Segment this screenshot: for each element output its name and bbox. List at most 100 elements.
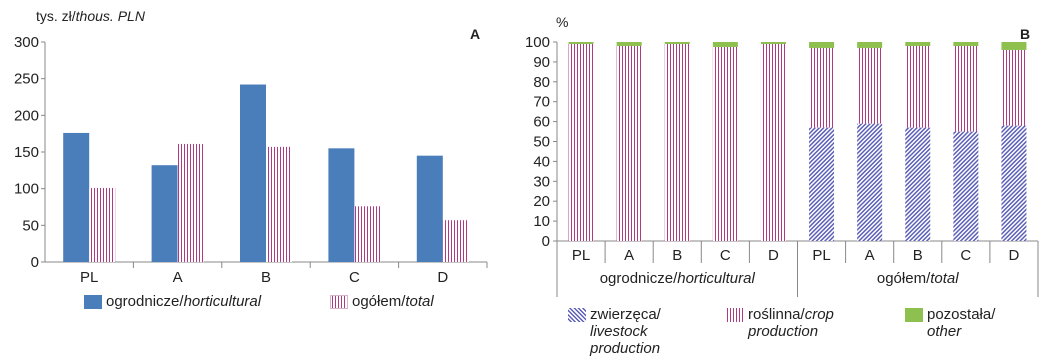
chart-a-y-tick-label: 300: [14, 34, 39, 51]
chart-b-bar-other: [664, 42, 690, 44]
chart-b-x-tick-label: B: [913, 247, 923, 264]
chart-b-legend-label-1-main: zwierzęca/: [590, 306, 661, 323]
chart-b-bar-crop: [568, 43, 594, 241]
chart-a-y-tick-label: 200: [14, 107, 39, 124]
chart-a-legend-swatch-1: [84, 295, 102, 309]
chart-b-bar-crop: [809, 47, 835, 128]
chart-b-x-tick-label: D: [768, 247, 779, 264]
chart-b-bar-crop: [1001, 49, 1027, 126]
chart-b-bar-other: [905, 42, 931, 46]
chart-b-bar-crop: [953, 45, 979, 132]
chart-a-legend-item-2: ogółem/total: [330, 293, 434, 310]
chart-a-bar-horticultural: [240, 84, 266, 263]
chart-a: 0 50 100 150 200 250 300 PL A B C D: [14, 34, 488, 286]
chart-b-bar-crop: [857, 47, 883, 124]
chart-b-y-tick-label: 60: [533, 114, 550, 131]
chart-b-y-tick-label: 20: [533, 193, 550, 210]
chart-a-bar-total: [354, 206, 381, 262]
chart-b-y-tick-label: 80: [533, 74, 550, 91]
chart-b-y-tick-label: 40: [533, 153, 550, 170]
chart-a-x-tick-label: PL: [80, 269, 98, 286]
chart-b-y-tick-label: 90: [533, 54, 550, 71]
chart-b-legend-label-1-italic: livestock production: [590, 323, 661, 357]
chart-b: 0 10 20 30 40 50 60 70 80 90 100 PL A B C D PL A B C Dogrodn…: [525, 34, 1039, 297]
chart-b-x-tick-label: B: [672, 247, 682, 264]
chart-b-y-tick-label: 30: [533, 173, 550, 190]
chart-b-bar-livestock: [809, 127, 835, 241]
chart-a-bar-horticultural: [328, 148, 355, 262]
chart-a-y-tick-label: 50: [22, 217, 39, 234]
chart-b-panel-letter: B: [1020, 26, 1031, 42]
chart-b-bar-livestock: [905, 127, 931, 241]
chart-b-unit-label: %: [556, 14, 569, 30]
chart-a-unit-italic: thous. PLN: [75, 8, 145, 24]
chart-b-x-tick-label: C: [960, 247, 971, 264]
chart-b-bar-livestock: [953, 131, 979, 241]
chart-a-legend-item-1: ogrodnicze/horticultural: [84, 293, 261, 310]
chart-a-bar-horticultural: [151, 165, 178, 262]
chart-b-y-tick-label: 0: [542, 233, 550, 250]
chart-a-legend-label-2-italic: total: [405, 293, 434, 310]
chart-a-x-tick-label: A: [173, 269, 183, 286]
chart-a-unit-main: tys. zł/: [36, 8, 76, 24]
chart-a-legend-label-1-italic: horticultural: [183, 293, 262, 310]
chart-b-y-tick-label: 100: [525, 34, 550, 51]
chart-b-bar-crop: [760, 43, 786, 241]
chart-b-legend-item-2: roślinna/crop production: [726, 306, 868, 340]
chart-b-bar-other: [1001, 42, 1027, 50]
chart-a-legend-label-1-main: ogrodnicze/: [106, 293, 184, 310]
chart-b-legend-item-3: pozostała/other: [905, 306, 1027, 340]
chart-b-bar-crop: [664, 43, 690, 241]
chart-b-legend-swatch-2: [726, 308, 744, 322]
chart-b-group-label: ogółem/total: [877, 270, 959, 287]
chart-b-x-tick-label: PL: [812, 247, 830, 264]
chart-b-x-tick-label: A: [865, 247, 875, 264]
chart-b-bar-livestock: [1001, 125, 1027, 241]
chart-b-bar-other: [568, 42, 594, 44]
chart-b-legend-item-1: zwierzęca/livestock production: [568, 306, 695, 357]
chart-b-bar-crop: [712, 46, 738, 241]
chart-a-y-tick-label: 250: [14, 71, 39, 88]
chart-a-y-tick-label: 0: [31, 254, 39, 271]
chart-b-y-tick-label: 10: [533, 213, 550, 230]
chart-a-y-tick-label: 150: [14, 144, 39, 161]
chart-a-y-tick-label: 100: [14, 181, 39, 198]
chart-b-bar-livestock: [857, 123, 883, 241]
chart-b-bar-other: [857, 42, 883, 48]
chart-b-legend-label-2-main: roślinna/: [748, 306, 805, 323]
chart-a-bar-total: [442, 220, 469, 262]
chart-a-bar-horticultural: [63, 132, 90, 262]
chart-b-legend-label-2-italic: crop production: [748, 306, 834, 340]
chart-b-x-tick-label: PL: [572, 247, 590, 264]
chart-b-legend-label-3-italic: other: [927, 323, 962, 340]
chart-a-x-tick-label: C: [349, 269, 360, 286]
chart-a-bar-total: [177, 143, 204, 262]
chart-b-legend-swatch-3: [905, 308, 923, 322]
chart-b-group-label: ogrodnicze/horticultural: [600, 270, 756, 287]
chart-a-legend-label-2-main: ogółem/: [352, 293, 406, 310]
chart-a-x-tick-label: D: [437, 269, 448, 286]
chart-b-y-tick-label: 70: [533, 94, 550, 111]
chart-a-bar-total: [89, 187, 116, 262]
chart-b-x-tick-label: C: [720, 247, 731, 264]
chart-b-y-tick-label: 50: [533, 134, 550, 151]
chart-b-bar-other: [760, 42, 786, 44]
chart-b-x-tick-label: A: [624, 247, 634, 264]
chart-a-unit-label: tys. zł/thous. PLN: [36, 8, 145, 24]
chart-a-legend-swatch-2: [330, 295, 348, 309]
chart-b-x-tick-label: D: [1009, 247, 1020, 264]
chart-a-bar-horticultural: [416, 155, 443, 262]
chart-b-bar-crop: [905, 45, 931, 128]
chart-a-bar-total: [266, 146, 292, 262]
chart-b-bar-other: [953, 42, 979, 46]
chart-a-x-tick-label: B: [261, 269, 271, 286]
chart-b-bar-other: [712, 42, 738, 47]
chart-b-bar-other: [809, 42, 835, 48]
chart-b-bar-other: [616, 42, 642, 46]
chart-b-legend-swatch-1: [568, 308, 586, 322]
chart-a-panel-letter: A: [470, 26, 481, 42]
chart-b-legend-label-3-main: pozostała/: [927, 306, 996, 323]
chart-b-bar-crop: [616, 45, 642, 242]
